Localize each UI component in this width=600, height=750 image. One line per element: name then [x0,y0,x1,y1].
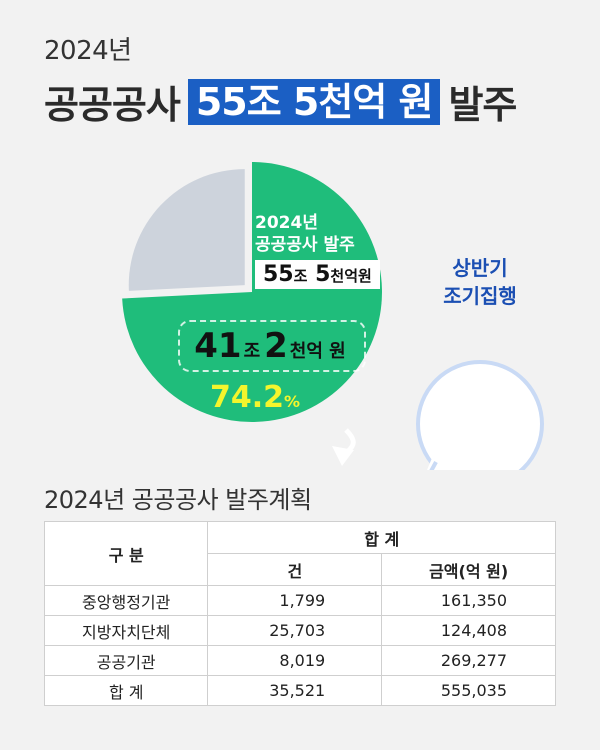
percent-unit: % [284,392,301,411]
title-highlight: 55조 5천억 원 [187,78,441,125]
total-num2: 5 [315,262,331,287]
total-unit2: 천억원 [330,267,372,285]
pie-slice-first-half [122,162,383,422]
row-count: 35,521 [207,675,383,706]
row-name: 합 계 [43,675,209,706]
plan-title: 2024년 공공공사 발주계획 [44,486,312,514]
bubble-line1: 상반기 [452,256,508,280]
table-row: 중앙행정기관 1,799 161,350 [43,585,556,616]
row-amount: 269,277 [381,645,556,676]
table-header-row: 구 분 합 계 [43,521,556,586]
table-row: 합 계 35,521 555,035 [43,675,556,706]
first-half-amount-label: 41 조 2 천억 원 [178,320,366,372]
col-count-header: 건 [207,553,383,586]
pie-slice-remaining [128,169,245,291]
bubble-line2: 조기집행 [443,284,517,308]
pie-label-desc: 공공공사 발주 [255,235,355,255]
total-unit1: 조 [293,267,308,285]
row-name: 중앙행정기관 [43,585,209,616]
row-name: 공공기관 [43,645,209,676]
col-amount-header: 금액(억 원) [381,553,556,586]
title-post: 발주 [448,83,517,127]
amount-num2: 2 [264,326,288,366]
total-amount-label: 55조 5천억원 [255,260,380,289]
year-title: 2024년 [44,36,132,66]
row-count: 8,019 [207,645,383,676]
row-count: 25,703 [207,615,383,646]
row-amount: 161,350 [381,585,556,616]
pie-label-year: 2024년 [255,213,318,233]
col-category-header: 구 분 [43,521,209,586]
row-amount: 124,408 [381,615,556,646]
row-amount: 555,035 [381,675,556,706]
row-count: 1,799 [207,585,383,616]
arrow-head-icon [332,446,354,466]
title-pre: 공공공사 [44,83,181,127]
percent-label: 74.2% [210,380,300,415]
amount-num1: 41 [194,326,242,366]
plan-table: 구 분 합 계 건 금액(억 원) 중앙행정기관 1,799 161,350 지… [43,521,556,706]
total-num1: 55 [263,262,294,287]
table-subheader-row: 건 금액(억 원) [45,553,556,586]
table-row: 지방자치단체 25,703 124,408 [43,615,556,646]
row-name: 지방자치단체 [43,615,209,646]
table-row: 공공기관 8,019 269,277 [43,645,556,676]
bubble-text: 상반기 조기집행 [426,254,534,310]
amount-unit1: 조 [243,341,261,362]
percent-value: 74.2 [210,380,285,415]
col-total-header: 합 계 [207,521,556,554]
page-title: 공공공사 55조 5천억 원 발주 [44,74,517,129]
pie-chart [122,162,544,470]
speech-bubble-icon [416,360,544,470]
amount-unit2: 천억 원 [289,341,346,362]
